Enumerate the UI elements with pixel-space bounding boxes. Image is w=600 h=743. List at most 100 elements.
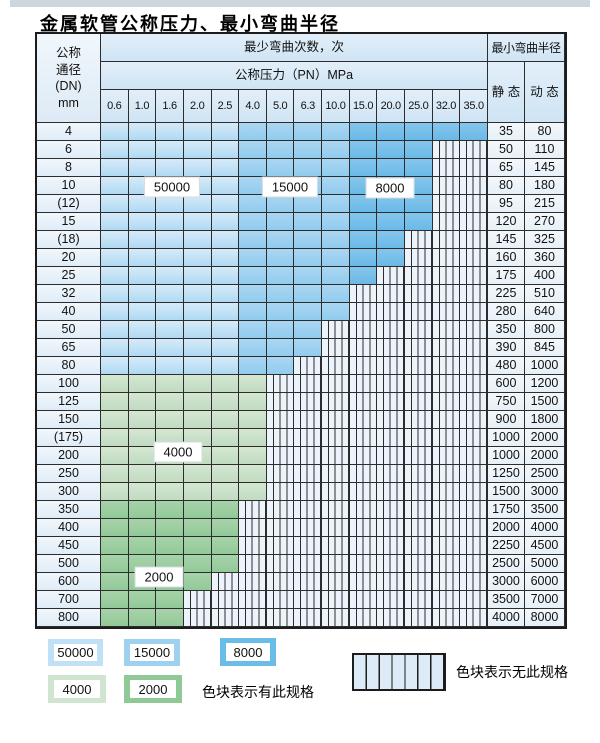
static-header: 静 态 — [487, 62, 525, 123]
dn-cell: 65 — [37, 339, 101, 357]
pressure-column-header: 20.0 — [377, 90, 406, 123]
spec-available-cell — [294, 339, 323, 357]
spec-available-cell — [239, 285, 267, 303]
spec-available-cell — [156, 231, 184, 249]
spec-available-cell — [183, 285, 212, 303]
spec-missing-cell — [432, 375, 461, 393]
spec-available-cell — [101, 123, 129, 141]
spec-missing-cell — [294, 411, 323, 429]
spec-available-cell — [294, 321, 323, 339]
spec-available-cell — [294, 267, 323, 285]
spec-available-cell — [156, 357, 184, 375]
legend-missing-box — [352, 653, 446, 691]
spec-missing-cell — [266, 501, 295, 519]
spec-missing-cell — [405, 609, 433, 627]
spec-available-cell — [211, 321, 240, 339]
dynamic-value-cell: 4000 — [524, 519, 565, 537]
spec-missing-cell — [322, 573, 350, 591]
spec-missing-cell — [266, 609, 295, 627]
spec-missing-cell — [322, 483, 350, 501]
spec-missing-cell — [211, 591, 240, 609]
static-value-cell: 2250 — [487, 537, 525, 555]
spec-available-cell — [101, 303, 129, 321]
dynamic-value-cell: 325 — [524, 231, 565, 249]
spec-available-cell — [239, 231, 267, 249]
dynamic-value-cell: 270 — [524, 213, 565, 231]
spec-missing-cell — [460, 393, 488, 411]
spec-available-cell — [239, 141, 267, 159]
dynamic-value-cell: 2000 — [524, 447, 565, 465]
spec-missing-cell — [377, 519, 406, 537]
spec-available-cell — [101, 609, 129, 627]
page-title: 金属软管公称压力、最小弯曲半径 — [40, 14, 340, 34]
spec-available-cell — [239, 195, 267, 213]
spec-available-cell — [128, 285, 157, 303]
spec-missing-cell — [460, 213, 488, 231]
spec-missing-cell — [377, 483, 406, 501]
dn-cell: (12) — [37, 195, 101, 213]
spec-available-cell — [183, 321, 212, 339]
spec-available-cell — [101, 177, 129, 195]
spec-missing-cell — [432, 303, 461, 321]
dn-cell: 6 — [37, 141, 101, 159]
spec-available-cell — [239, 213, 267, 231]
spec-missing-cell — [239, 591, 267, 609]
spec-missing-cell — [460, 501, 488, 519]
spec-missing-cell — [460, 339, 488, 357]
static-value-cell: 65 — [487, 159, 525, 177]
spec-missing-cell — [405, 375, 433, 393]
spec-available-cell — [156, 591, 184, 609]
cycle-count-label: 8000 — [365, 177, 415, 199]
spec-available-cell — [377, 123, 406, 141]
legend-chip: 15000 — [124, 639, 180, 666]
dn-cell: 150 — [37, 411, 101, 429]
spec-available-cell — [156, 501, 184, 519]
dynamic-value-cell: 400 — [524, 267, 565, 285]
spec-missing-cell — [266, 375, 295, 393]
spec-available-cell — [349, 123, 378, 141]
spec-missing-cell — [460, 375, 488, 393]
spec-missing-cell — [294, 375, 323, 393]
spec-available-cell — [239, 429, 267, 447]
spec-missing-cell — [377, 501, 406, 519]
spec-available-cell — [239, 465, 267, 483]
spec-available-cell — [239, 357, 267, 375]
spec-missing-cell — [349, 609, 378, 627]
spec-available-cell — [156, 303, 184, 321]
spec-missing-cell — [349, 465, 378, 483]
spec-missing-cell — [377, 267, 406, 285]
spec-available-cell — [377, 231, 406, 249]
spec-available-cell — [211, 411, 240, 429]
spec-available-cell — [128, 447, 157, 465]
dn-cell: 25 — [37, 267, 101, 285]
spec-missing-cell — [183, 591, 212, 609]
spec-missing-cell — [294, 501, 323, 519]
spec-missing-cell — [349, 591, 378, 609]
spec-missing-cell — [460, 249, 488, 267]
spec-available-cell — [405, 195, 433, 213]
spec-missing-cell — [349, 537, 378, 555]
pressure-column-header: 4.0 — [239, 90, 267, 123]
cycle-count-label: 2000 — [134, 566, 184, 588]
spec-available-cell — [128, 339, 157, 357]
spec-missing-cell — [322, 339, 350, 357]
spec-missing-cell — [460, 357, 488, 375]
pressure-header: 公称压力（PN）MPa — [101, 62, 488, 90]
spec-available-cell — [156, 483, 184, 501]
spec-available-cell — [128, 213, 157, 231]
dynamic-value-cell: 4500 — [524, 537, 565, 555]
spec-available-cell — [101, 465, 129, 483]
spec-available-cell — [266, 357, 295, 375]
spec-missing-cell — [405, 501, 433, 519]
spec-available-cell — [101, 537, 129, 555]
spec-available-cell — [183, 555, 212, 573]
pressure-column-header: 35.0 — [460, 90, 488, 123]
spec-available-cell — [211, 447, 240, 465]
spec-available-cell — [239, 339, 267, 357]
dn-cell: 4 — [37, 123, 101, 141]
spec-missing-cell — [432, 213, 461, 231]
spec-available-cell — [349, 159, 378, 177]
static-value-cell: 350 — [487, 321, 525, 339]
dynamic-value-cell: 180 — [524, 177, 565, 195]
legend-missing-text: 色块表示无此规格 — [456, 664, 568, 680]
